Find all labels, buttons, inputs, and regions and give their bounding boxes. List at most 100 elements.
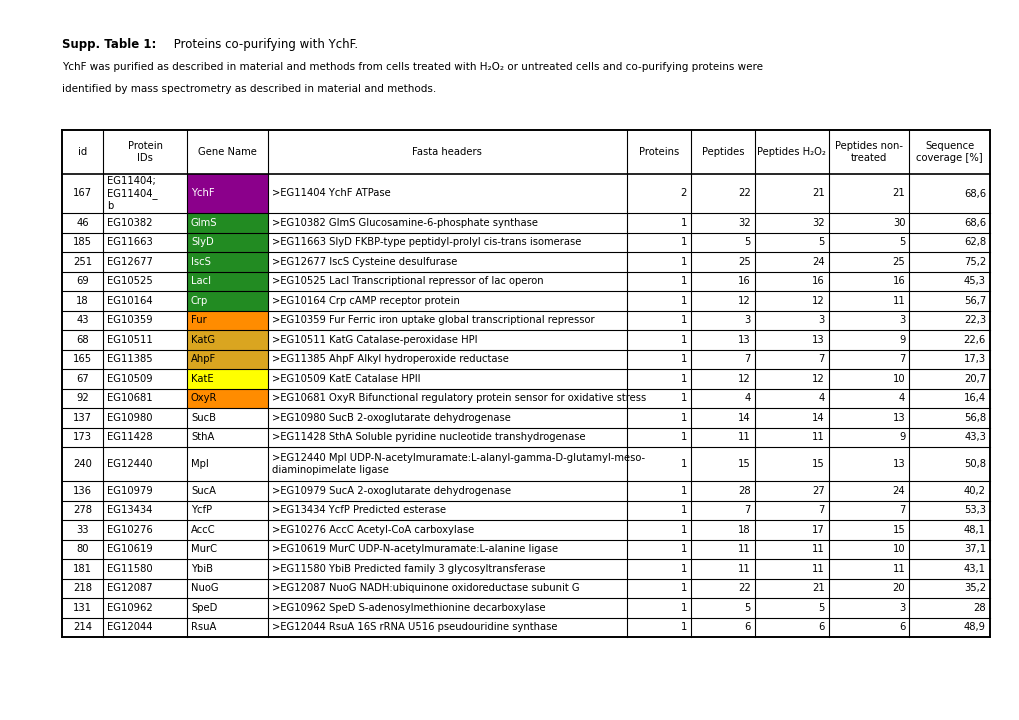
Text: 16: 16 bbox=[892, 276, 905, 287]
Text: Gene Name: Gene Name bbox=[198, 147, 257, 157]
Text: 1: 1 bbox=[680, 315, 686, 325]
Text: EG10509: EG10509 bbox=[107, 374, 153, 384]
Text: 1: 1 bbox=[680, 603, 686, 613]
Text: 1: 1 bbox=[680, 564, 686, 574]
Text: 278: 278 bbox=[73, 505, 92, 516]
Text: 12: 12 bbox=[738, 374, 750, 384]
Text: EG11404;
EG11404_
b: EG11404; EG11404_ b bbox=[107, 176, 158, 210]
Text: 1: 1 bbox=[680, 276, 686, 287]
Text: 1: 1 bbox=[680, 622, 686, 632]
Text: 69: 69 bbox=[76, 276, 89, 287]
Text: 80: 80 bbox=[76, 544, 89, 554]
Text: 4: 4 bbox=[817, 393, 823, 403]
Text: EG10681: EG10681 bbox=[107, 393, 153, 403]
Bar bbox=[186, 174, 267, 213]
Text: 33: 33 bbox=[76, 525, 89, 535]
Bar bbox=[186, 252, 267, 271]
Text: EG10525: EG10525 bbox=[107, 276, 153, 287]
Text: 68: 68 bbox=[76, 335, 89, 345]
Text: SucA: SucA bbox=[191, 486, 216, 496]
Text: 218: 218 bbox=[73, 583, 92, 593]
Text: 92: 92 bbox=[76, 393, 89, 403]
Text: 22: 22 bbox=[738, 583, 750, 593]
Text: 131: 131 bbox=[73, 603, 92, 613]
Text: 5: 5 bbox=[898, 238, 905, 247]
Text: 22,3: 22,3 bbox=[963, 315, 985, 325]
Text: >EG10681 OxyR Bifunctional regulatory protein sensor for oxidative stress: >EG10681 OxyR Bifunctional regulatory pr… bbox=[271, 393, 645, 403]
Text: 18: 18 bbox=[76, 296, 89, 306]
Text: 7: 7 bbox=[817, 354, 823, 364]
Text: Fur: Fur bbox=[191, 315, 207, 325]
Text: 7: 7 bbox=[744, 354, 750, 364]
Text: 1: 1 bbox=[680, 354, 686, 364]
Text: 1: 1 bbox=[680, 459, 686, 469]
Bar bbox=[186, 291, 267, 310]
Bar bbox=[186, 233, 267, 252]
Text: >EG11385 AhpF Alkyl hydroperoxide reductase: >EG11385 AhpF Alkyl hydroperoxide reduct… bbox=[271, 354, 508, 364]
Text: 15: 15 bbox=[892, 525, 905, 535]
Text: 11: 11 bbox=[738, 432, 750, 442]
Text: 181: 181 bbox=[73, 564, 92, 574]
Text: >EG12677 IscS Cysteine desulfurase: >EG12677 IscS Cysteine desulfurase bbox=[271, 257, 457, 266]
Text: 7: 7 bbox=[744, 505, 750, 516]
Bar bbox=[186, 271, 267, 291]
Text: 32: 32 bbox=[811, 217, 823, 228]
Text: 7: 7 bbox=[898, 354, 905, 364]
Text: Fasta headers: Fasta headers bbox=[412, 147, 482, 157]
Text: 56,7: 56,7 bbox=[963, 296, 985, 306]
Text: 1: 1 bbox=[680, 525, 686, 535]
Bar bbox=[186, 369, 267, 389]
Text: 1: 1 bbox=[680, 544, 686, 554]
Text: EG10382: EG10382 bbox=[107, 217, 153, 228]
Text: 12: 12 bbox=[811, 374, 823, 384]
Bar bbox=[186, 213, 267, 233]
Text: Supp. Table 1:: Supp. Table 1: bbox=[62, 38, 156, 51]
Text: 16,4: 16,4 bbox=[963, 393, 985, 403]
Text: 2: 2 bbox=[680, 189, 686, 199]
Text: 251: 251 bbox=[73, 257, 92, 266]
Text: identified by mass spectrometry as described in material and methods.: identified by mass spectrometry as descr… bbox=[62, 84, 436, 94]
Text: 6: 6 bbox=[898, 622, 905, 632]
Text: 15: 15 bbox=[811, 459, 823, 469]
Text: 50,8: 50,8 bbox=[963, 459, 985, 469]
Text: 43,3: 43,3 bbox=[963, 432, 985, 442]
Text: 20,7: 20,7 bbox=[963, 374, 985, 384]
Text: 11: 11 bbox=[892, 564, 905, 574]
Text: >EG12087 NuoG NADH:ubiquinone oxidoreductase subunit G: >EG12087 NuoG NADH:ubiquinone oxidoreduc… bbox=[271, 583, 579, 593]
Text: 10: 10 bbox=[892, 544, 905, 554]
Text: IscS: IscS bbox=[191, 257, 211, 266]
Text: 25: 25 bbox=[892, 257, 905, 266]
Text: 3: 3 bbox=[898, 603, 905, 613]
Text: >EG10509 KatE Catalase HPII: >EG10509 KatE Catalase HPII bbox=[271, 374, 420, 384]
Text: 27: 27 bbox=[811, 486, 823, 496]
Text: 1: 1 bbox=[680, 238, 686, 247]
Text: EG10359: EG10359 bbox=[107, 315, 153, 325]
Text: 1: 1 bbox=[680, 583, 686, 593]
Text: 9: 9 bbox=[898, 432, 905, 442]
Text: 24: 24 bbox=[811, 257, 823, 266]
Text: 6: 6 bbox=[744, 622, 750, 632]
Text: 14: 14 bbox=[811, 413, 823, 423]
Text: >EG10511 KatG Catalase-peroxidase HPI: >EG10511 KatG Catalase-peroxidase HPI bbox=[271, 335, 477, 345]
Text: 10: 10 bbox=[892, 374, 905, 384]
Text: 1: 1 bbox=[680, 393, 686, 403]
Text: 21: 21 bbox=[892, 189, 905, 199]
Text: EG10511: EG10511 bbox=[107, 335, 153, 345]
Text: NuoG: NuoG bbox=[191, 583, 218, 593]
Text: 12: 12 bbox=[811, 296, 823, 306]
Text: 40,2: 40,2 bbox=[963, 486, 985, 496]
Text: 21: 21 bbox=[811, 583, 823, 593]
Text: 32: 32 bbox=[738, 217, 750, 228]
Text: 22,6: 22,6 bbox=[963, 335, 985, 345]
Text: Protein
IDs: Protein IDs bbox=[127, 141, 162, 163]
Text: 136: 136 bbox=[73, 486, 92, 496]
Text: 7: 7 bbox=[817, 505, 823, 516]
Text: EG11385: EG11385 bbox=[107, 354, 153, 364]
Text: >EG10980 SucB 2-oxoglutarate dehydrogenase: >EG10980 SucB 2-oxoglutarate dehydrogena… bbox=[271, 413, 511, 423]
Text: >EG12440 Mpl UDP-N-acetylmuramate:L-alanyl-gamma-D-glutamyl-meso-
diaminopimelat: >EG12440 Mpl UDP-N-acetylmuramate:L-alan… bbox=[271, 453, 644, 474]
Text: 14: 14 bbox=[738, 413, 750, 423]
Text: 6: 6 bbox=[817, 622, 823, 632]
Text: 18: 18 bbox=[738, 525, 750, 535]
Text: RsuA: RsuA bbox=[191, 622, 216, 632]
Text: 16: 16 bbox=[811, 276, 823, 287]
